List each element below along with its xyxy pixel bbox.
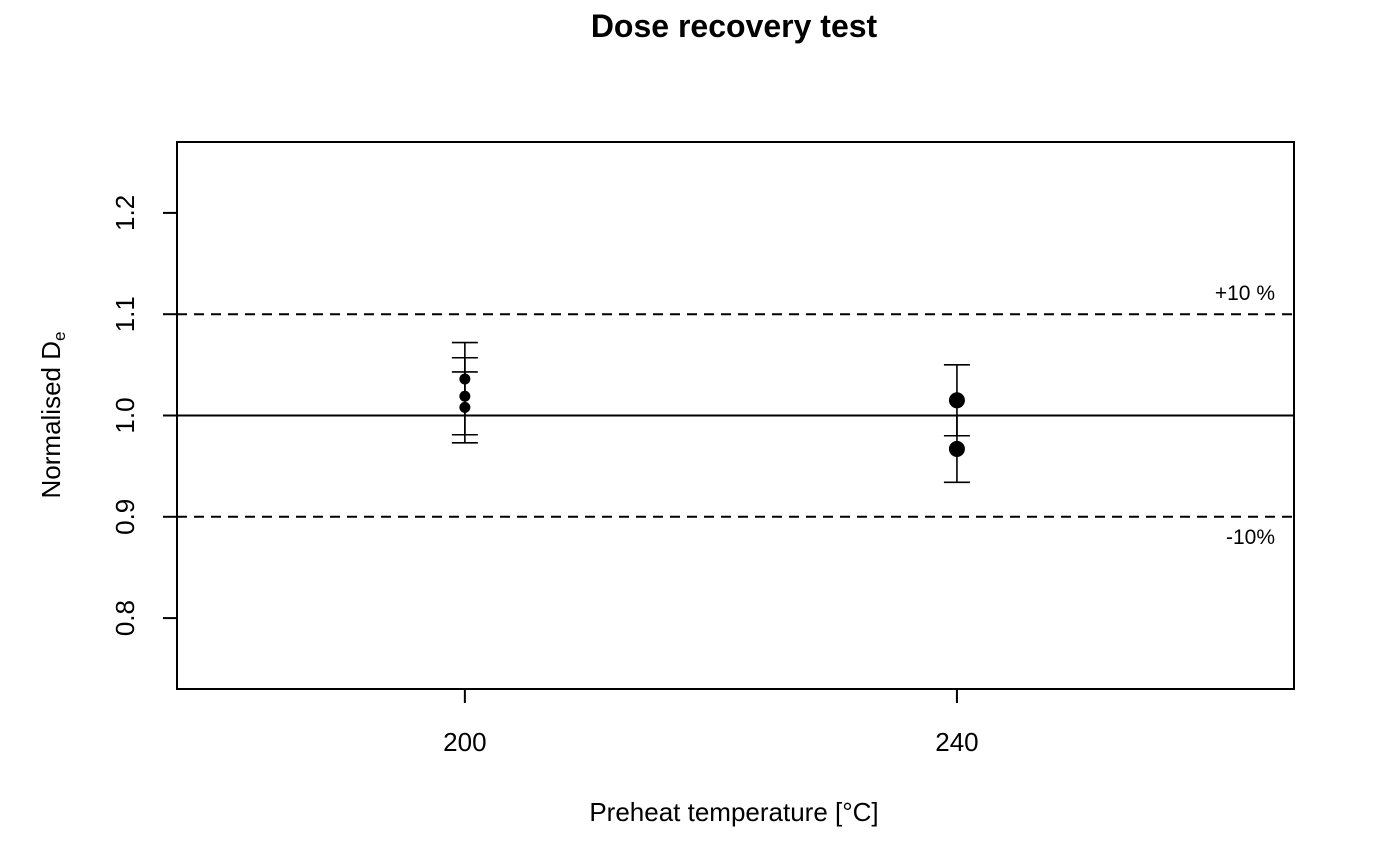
x-axis-title: Preheat temperature [°C] bbox=[589, 797, 878, 827]
y-axis-title-subscript: e bbox=[50, 332, 69, 341]
y-axis-title: Normalised De bbox=[36, 332, 69, 499]
x-tick-label-1: 240 bbox=[935, 727, 978, 757]
reference-lines: +10 % -10% bbox=[177, 282, 1294, 549]
y-tick-label-2: 1.0 bbox=[110, 397, 140, 433]
data-point-2 bbox=[459, 401, 471, 413]
y-tick-label-group-1: 0.9 bbox=[110, 499, 140, 535]
data-point-4 bbox=[948, 440, 965, 457]
y-tick-label-group-3: 1.1 bbox=[110, 296, 140, 332]
y-tick-label-group-2: 1.0 bbox=[110, 397, 140, 433]
y-tick-label-group-0: 0.8 bbox=[110, 600, 140, 636]
y-tick-label-1: 0.9 bbox=[110, 499, 140, 535]
reference-label-1: +10 % bbox=[1215, 282, 1275, 305]
y-tick-label-3: 1.1 bbox=[110, 296, 140, 332]
chart-title: Dose recovery test bbox=[591, 8, 878, 44]
data-point-3 bbox=[948, 392, 965, 409]
y-tick-label-4: 1.2 bbox=[110, 195, 140, 231]
x-tick-label-0: 200 bbox=[443, 727, 486, 757]
data-points bbox=[451, 341, 970, 484]
y-axis: 0.8 0.9 1.0 1.1 1.2 bbox=[110, 195, 178, 636]
reference-label-2: -10% bbox=[1226, 526, 1275, 549]
y-axis-title-main: Normalised D bbox=[36, 341, 66, 499]
y-tick-label-0: 0.8 bbox=[110, 600, 140, 636]
y-tick-label-group-4: 1.2 bbox=[110, 195, 140, 231]
x-axis: 200 240 bbox=[443, 688, 979, 757]
